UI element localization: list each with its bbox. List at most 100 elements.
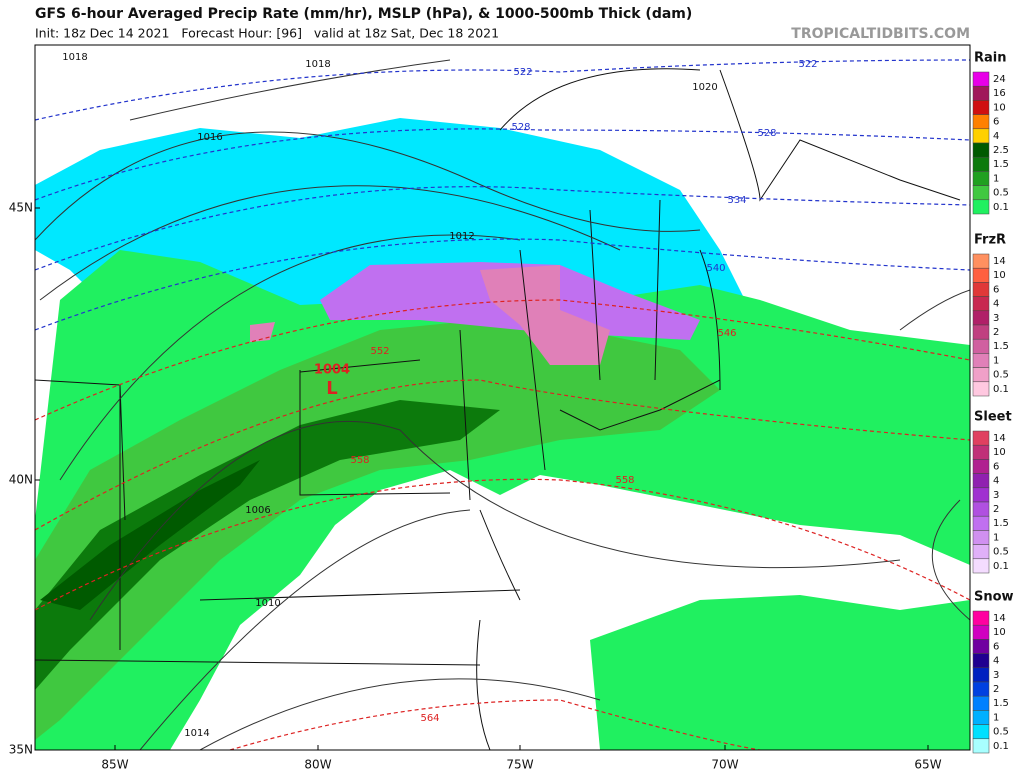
- rain-area: [35, 250, 970, 750]
- legend-swatch: [972, 653, 990, 669]
- legend-swatch: [972, 430, 990, 446]
- legend-swatch: [972, 353, 990, 368]
- legend-level: 4: [993, 476, 999, 487]
- thickness-label: 558: [350, 455, 369, 466]
- isobar-label: 1012: [449, 231, 474, 242]
- legend-swatch: [972, 544, 990, 560]
- thickness-label: 522: [798, 59, 817, 70]
- legend-level: 0.5: [993, 370, 1009, 381]
- legend-level: 0.5: [993, 188, 1009, 199]
- isobar-label: 1006: [245, 505, 270, 516]
- legend-swatch: [972, 296, 990, 312]
- legend-level: 14: [993, 256, 1006, 267]
- rain-heavy: [40, 460, 260, 610]
- legend-level: 0.1: [993, 384, 1009, 395]
- frzr-area: [250, 265, 610, 365]
- legend-level: 10: [993, 627, 1006, 638]
- isobar-label: 1020: [692, 82, 717, 93]
- legend-level: 3: [993, 670, 999, 681]
- legend-swatch: [972, 681, 990, 697]
- rain-area: [590, 595, 970, 750]
- legend-swatch: [972, 501, 990, 517]
- legend-level: 3: [993, 490, 999, 501]
- thickness-label: 528: [757, 128, 776, 139]
- legend-level: 1.5: [993, 341, 1009, 352]
- legend-level: 4: [993, 656, 999, 667]
- legend-level: 24: [993, 74, 1006, 85]
- legend-swatch: [972, 381, 990, 397]
- legend-swatch: [972, 487, 990, 503]
- legend-level: 6: [993, 641, 999, 652]
- legend-swatch: [972, 310, 990, 326]
- legend-swatch: [972, 199, 990, 215]
- thickness-label: 558: [615, 475, 634, 486]
- legend-swatch: [972, 267, 990, 283]
- legend-swatch: [972, 695, 990, 711]
- legend-swatch: [972, 85, 990, 101]
- legend-swatch: [972, 515, 990, 531]
- legend-title: Snow: [974, 590, 1014, 605]
- legend-swatch: [972, 185, 990, 201]
- legend-swatch: [972, 738, 990, 754]
- legend-level: 0.1: [993, 741, 1009, 752]
- legend-level: 6: [993, 117, 999, 128]
- legend-level: 0.1: [993, 202, 1009, 213]
- legend-level: 1.5: [993, 159, 1009, 170]
- legend-swatch: [972, 114, 990, 130]
- legend-swatch: [972, 667, 990, 683]
- legend-level: 1: [993, 712, 999, 723]
- thickness-label: 564: [420, 713, 439, 724]
- legend-title: Rain: [974, 51, 1007, 66]
- legend-swatch: [972, 610, 990, 626]
- legend-level: 14: [993, 613, 1006, 624]
- legend-swatch: [972, 624, 990, 640]
- legend-level: 0.1: [993, 561, 1009, 572]
- legend-swatch: [972, 367, 990, 383]
- legend-swatch: [972, 324, 990, 340]
- subtitle: Init: 18z Dec 14 2021 Forecast Hour: [96…: [35, 26, 499, 41]
- map: [35, 45, 970, 750]
- legend-level: 0.5: [993, 727, 1009, 738]
- lon-label: 75W: [506, 758, 533, 772]
- legend-level: 4: [993, 299, 999, 310]
- thickness-label: 540: [706, 263, 725, 274]
- legend-swatch: [972, 444, 990, 460]
- legend-title: Sleet: [974, 410, 1012, 425]
- isobar-label: 1018: [305, 59, 330, 70]
- lon-label: 65W: [914, 758, 941, 772]
- lat-label: 35N: [9, 743, 33, 757]
- legend-level: 2: [993, 684, 999, 695]
- lat-label: 45N: [9, 201, 33, 215]
- legend-swatch: [972, 156, 990, 172]
- thickness-label: 546: [717, 328, 736, 339]
- legend-level: 2: [993, 504, 999, 515]
- legend-level: 1: [993, 355, 999, 366]
- lon-label: 85W: [101, 758, 128, 772]
- low-pressure: 1004: [314, 363, 350, 378]
- thickness-label: 552: [370, 346, 389, 357]
- legend-swatch: [972, 338, 990, 354]
- isobar-label: 1010: [255, 598, 280, 609]
- legend-level: 6: [993, 284, 999, 295]
- legend-level: 10: [993, 447, 1006, 458]
- legend-level: 16: [993, 88, 1006, 99]
- lon-label: 70W: [711, 758, 738, 772]
- isobar-label: 1016: [197, 132, 222, 143]
- legend-level: 4: [993, 131, 999, 142]
- legend-swatch: [972, 710, 990, 725]
- lat-label: 40N: [9, 473, 33, 487]
- legend-swatch: [972, 128, 990, 144]
- legend-level: 6: [993, 461, 999, 472]
- isobar-label: 1018: [62, 52, 87, 63]
- legend-swatch: [972, 71, 990, 87]
- legend-level: 1: [993, 532, 999, 543]
- legend-level: 14: [993, 433, 1006, 444]
- lon-label: 80W: [304, 758, 331, 772]
- legend-level: 10: [993, 102, 1006, 113]
- legend-swatch: [972, 282, 990, 297]
- legend-swatch: [972, 473, 990, 489]
- map-frame: [34, 44, 971, 751]
- legend-level: 1: [993, 173, 999, 184]
- legend-swatch: [972, 253, 990, 269]
